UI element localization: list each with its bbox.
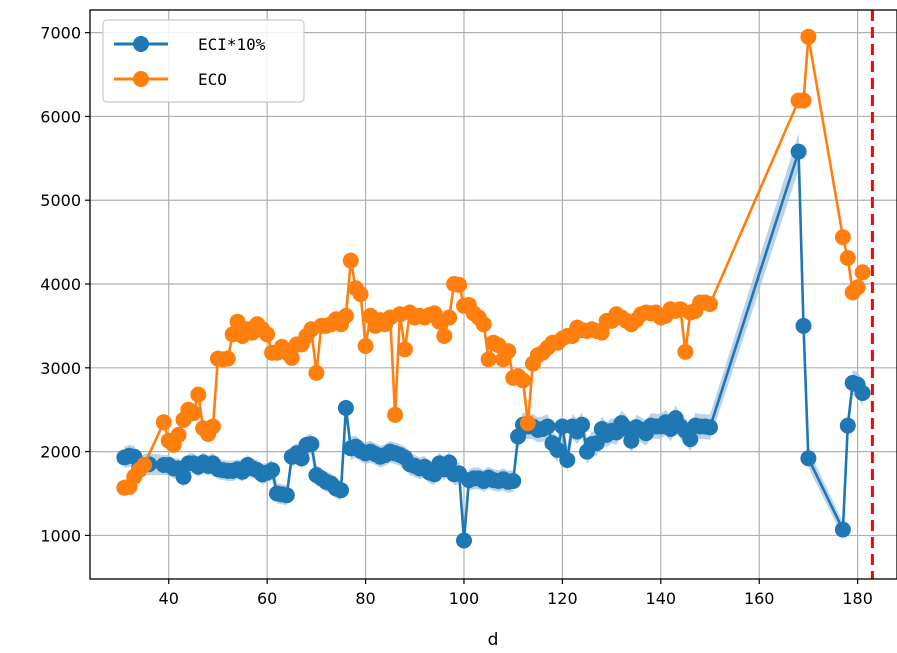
series-eci-10 <box>116 143 871 549</box>
data-point-eco <box>795 92 812 109</box>
data-point-eco <box>500 343 517 360</box>
y-tick-label: 5000 <box>40 191 81 210</box>
x-tick-label: 160 <box>744 589 775 608</box>
data-point-eci-10 <box>623 432 640 449</box>
legend-marker-eci <box>133 36 149 52</box>
axis-ticks: 40 60 80 100 120 140 160 180 1000 2000 3000 4000 500… <box>40 24 873 608</box>
series-lines <box>116 28 871 549</box>
legend-box <box>102 19 305 103</box>
data-point-eci-10 <box>559 452 576 468</box>
data-point-eco <box>480 351 497 368</box>
data-point-eco <box>854 264 871 281</box>
data-point-eci-10 <box>790 143 807 160</box>
data-point-eco <box>155 414 172 431</box>
data-point-eco <box>519 415 536 432</box>
x-axis-label: d <box>488 630 499 650</box>
data-point-eco <box>357 338 374 354</box>
data-point-eci-10 <box>303 436 320 453</box>
data-point-eco <box>185 405 202 422</box>
data-point-eco <box>800 28 817 45</box>
legend: ECI*10% ECO <box>102 19 305 103</box>
data-point-eci-10 <box>795 317 812 334</box>
data-point-eco <box>515 372 531 389</box>
data-point-eco <box>342 252 359 269</box>
data-point-eci-10 <box>456 532 472 549</box>
x-tick-label: 60 <box>257 589 277 608</box>
data-point-eco <box>190 386 207 403</box>
data-point-eci-10 <box>682 431 699 448</box>
data-point-eco <box>387 406 404 423</box>
data-point-eco <box>205 418 221 435</box>
data-point-eci-10 <box>333 482 349 499</box>
data-point-eci-10 <box>505 473 522 489</box>
data-point-eci-10 <box>175 468 192 485</box>
data-point-eci-10 <box>337 400 354 416</box>
data-point-eco <box>259 326 276 343</box>
data-point-eci-10 <box>549 441 566 458</box>
data-point-eco <box>337 307 354 324</box>
y-tick-label: 7000 <box>40 24 81 43</box>
data-point-eci-10 <box>854 385 871 401</box>
data-point-eco <box>352 286 369 303</box>
y-tick-label: 1000 <box>40 526 81 545</box>
data-point-eco <box>170 426 187 443</box>
data-point-eci-10 <box>800 450 817 467</box>
data-point-eci-10 <box>264 462 281 479</box>
data-point-eco <box>283 349 300 366</box>
y-tick-label: 2000 <box>40 443 81 462</box>
x-tick-label: 80 <box>355 589 375 608</box>
data-point-eco <box>396 341 413 358</box>
data-point-eco <box>436 328 453 344</box>
x-tick-label: 120 <box>547 589 578 608</box>
data-point-eco <box>849 279 866 296</box>
x-tick-label: 140 <box>646 589 677 608</box>
data-point-eco <box>702 296 718 313</box>
data-point-eco <box>451 276 468 293</box>
data-point-eci-10 <box>574 416 591 433</box>
data-point-eci-10 <box>702 419 718 436</box>
data-point-eci-10 <box>293 450 310 467</box>
data-point-eci-10 <box>539 418 556 435</box>
x-tick-label: 40 <box>159 589 179 608</box>
x-tick-label: 180 <box>842 589 873 608</box>
legend-label-eco: ECO <box>198 70 227 89</box>
data-point-eci-10 <box>278 487 295 504</box>
data-point-eco <box>677 343 694 360</box>
plot-frame <box>89 9 897 580</box>
x-tick-label: 100 <box>449 589 480 608</box>
data-point-eco <box>308 364 325 381</box>
data-point-eco <box>475 316 492 333</box>
y-tick-label: 3000 <box>40 359 81 378</box>
data-point-eci-10 <box>834 521 851 538</box>
y-tick-label: 6000 <box>40 107 81 126</box>
data-point-eci-10 <box>839 417 856 434</box>
data-point-eco <box>834 229 851 246</box>
data-point-eco <box>839 250 856 266</box>
series-eco <box>116 28 871 496</box>
legend-marker-eco <box>133 71 149 87</box>
grid-lines <box>90 10 897 579</box>
data-point-eco <box>136 457 153 473</box>
legend-label-eci: ECI*10% <box>198 35 266 54</box>
data-point-eco <box>219 350 236 367</box>
y-tick-label: 4000 <box>40 275 81 294</box>
data-point-eco <box>441 309 458 326</box>
